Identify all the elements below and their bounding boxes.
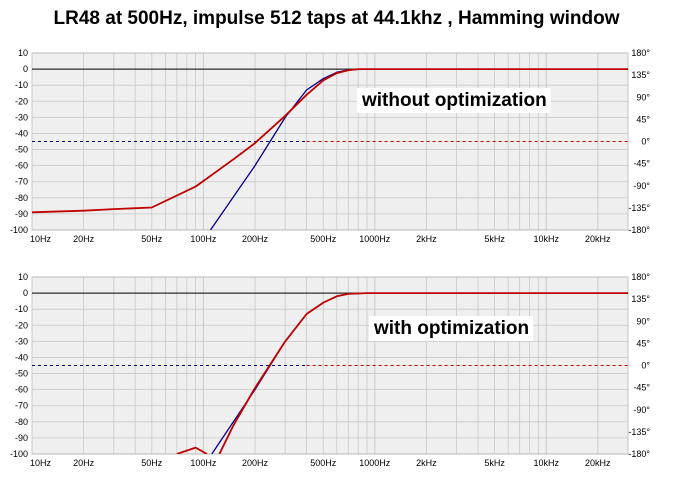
y-tick-label: -40: [15, 352, 28, 362]
y2-tick-label: -45°: [633, 383, 650, 393]
x-tick-label: 200Hz: [242, 234, 269, 244]
annotation-text: without optimization: [361, 90, 547, 111]
y-tick-label: -80: [15, 193, 28, 203]
y2-tick-label: -90°: [633, 181, 650, 191]
y2-tick-label: -90°: [633, 405, 650, 415]
y-tick-label: -50: [15, 369, 28, 379]
x-tick-label: 20Hz: [73, 234, 95, 244]
y2-tick-label: 45°: [636, 338, 650, 348]
y2-tick-label: -135°: [628, 427, 650, 437]
y2-tick-label: -180°: [628, 225, 650, 235]
x-tick-label: 10kHz: [533, 234, 559, 244]
y-tick-label: 10: [18, 48, 28, 58]
y2-tick-label: 180°: [631, 48, 650, 58]
x-tick-label: 500Hz: [310, 234, 337, 244]
series-line-3: [218, 292, 628, 454]
x-tick-label: 100Hz: [190, 234, 217, 244]
y-tick-label: -100: [10, 225, 28, 235]
annotation-label: without optimization: [357, 88, 551, 113]
y-tick-label: -10: [15, 304, 28, 314]
y-tick-label: -90: [15, 209, 28, 219]
y2-tick-label: -180°: [628, 449, 650, 459]
series-line-2: [32, 68, 628, 214]
y-tick-label: -60: [15, 161, 28, 171]
y-tick-label: -80: [15, 417, 28, 427]
annotation-label: with optimization: [369, 316, 534, 341]
x-tick-label: 50Hz: [141, 234, 163, 244]
y2-tick-label: -45°: [633, 159, 650, 169]
x-tick-label: 5kHz: [484, 458, 505, 468]
y2-tick-label: -135°: [628, 203, 650, 213]
y-tick-label: -70: [15, 401, 28, 411]
x-tick-label: 1000Hz: [359, 458, 391, 468]
y-tick-label: -40: [15, 128, 28, 138]
x-tick-label: 50Hz: [141, 458, 163, 468]
chart-title: LR48 at 500Hz, impulse 512 taps at 44.1k…: [53, 8, 620, 29]
y-tick-label: 0: [23, 288, 28, 298]
annotation-bg: [357, 88, 551, 113]
x-tick-label: 20kHz: [585, 458, 611, 468]
x-tick-label: 2kHz: [416, 458, 437, 468]
x-tick-label: 100Hz: [190, 458, 217, 468]
chart-panel-2: 10 0 -10 -20 -30 -40 -50 -60 -70 -80 -90 -100 180° 13…: [10, 272, 650, 468]
y-tick-label: -20: [15, 96, 28, 106]
annotation-text: with optimization: [373, 318, 529, 339]
x-tick-label: 20kHz: [585, 234, 611, 244]
x-tick-label: 10Hz: [30, 458, 52, 468]
y-tick-label: -70: [15, 177, 28, 187]
y2-tick-label: 0°: [641, 137, 650, 147]
y2-tick-label: 0°: [641, 361, 650, 371]
y-tick-label: -100: [10, 449, 28, 459]
y2-tick-label: 90°: [636, 316, 650, 326]
y-tick-label: -30: [15, 336, 28, 346]
y2-tick-label: 135°: [631, 294, 650, 304]
y2-tick-label: 90°: [636, 92, 650, 102]
y2-tick-label: 135°: [631, 70, 650, 80]
y-tick-label: 0: [23, 64, 28, 74]
x-tick-label: 10kHz: [533, 458, 559, 468]
y2-tick-label: 45°: [636, 114, 650, 124]
y-tick-label: -10: [15, 80, 28, 90]
x-tick-label: 5kHz: [484, 234, 505, 244]
y-tick-label: 10: [18, 272, 28, 282]
y-tick-label: -30: [15, 112, 28, 122]
series-line-2: [176, 446, 208, 454]
chart-panel-1: 10 0 -10 -20 -30 -40 -50 -60 -70 -80 -90 -100 180° 13…: [10, 48, 650, 244]
x-tick-label: 20Hz: [73, 458, 95, 468]
y-tick-label: -90: [15, 433, 28, 443]
y-tick-label: -50: [15, 145, 28, 155]
x-tick-label: 1000Hz: [359, 234, 391, 244]
annotation-bg: [369, 316, 534, 341]
x-tick-label: 500Hz: [310, 458, 337, 468]
y-tick-label: -60: [15, 385, 28, 395]
y2-tick-label: 180°: [631, 272, 650, 282]
x-tick-label: 200Hz: [242, 458, 269, 468]
y-tick-label: -20: [15, 320, 28, 330]
x-tick-label: 10Hz: [30, 234, 52, 244]
x-tick-label: 2kHz: [416, 234, 437, 244]
